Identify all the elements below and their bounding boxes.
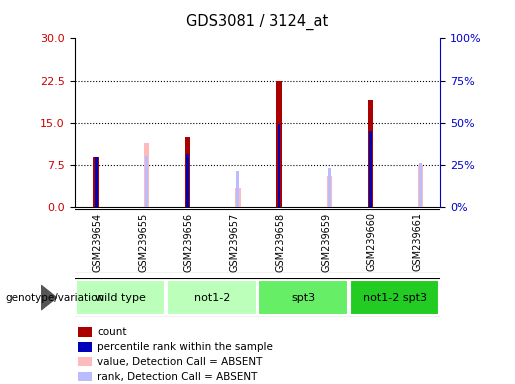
Bar [78,327,92,337]
FancyBboxPatch shape [167,280,256,315]
Bar [95,157,97,207]
Bar [78,372,92,381]
Bar [418,165,423,207]
Bar [278,124,280,207]
Bar [145,156,148,207]
Bar [419,164,422,207]
Bar [93,157,99,207]
Bar [235,188,241,207]
Text: spt3: spt3 [291,293,315,303]
Text: genotype/variation: genotype/variation [5,293,104,303]
Text: value, Detection Call = ABSENT: value, Detection Call = ABSENT [97,357,263,367]
Bar [327,176,332,207]
Bar [236,171,239,207]
Text: count: count [97,327,127,337]
Text: rank, Detection Call = ABSENT: rank, Detection Call = ABSENT [97,372,258,382]
Bar [144,142,149,207]
Bar [369,131,372,207]
Text: GSM239660: GSM239660 [367,212,377,271]
Text: not1-2: not1-2 [194,293,230,303]
Bar [276,81,282,207]
Text: GSM239656: GSM239656 [184,212,194,271]
Text: GDS3081 / 3124_at: GDS3081 / 3124_at [186,13,329,30]
Bar [185,137,191,207]
Bar [368,100,373,207]
Text: GSM239659: GSM239659 [321,212,331,271]
Bar [328,168,331,207]
FancyBboxPatch shape [76,280,165,315]
Bar [78,357,92,366]
Text: percentile rank within the sample: percentile rank within the sample [97,342,273,352]
Bar [186,154,189,207]
Polygon shape [41,285,57,310]
Text: GSM239655: GSM239655 [138,212,148,272]
Text: GSM239661: GSM239661 [413,212,422,271]
Bar [78,342,92,352]
FancyBboxPatch shape [350,280,439,315]
Text: wild type: wild type [95,293,146,303]
Text: GSM239657: GSM239657 [230,212,239,272]
Text: not1-2 spt3: not1-2 spt3 [363,293,426,303]
Text: GSM239654: GSM239654 [93,212,102,271]
Text: GSM239658: GSM239658 [276,212,285,271]
FancyBboxPatch shape [259,280,348,315]
